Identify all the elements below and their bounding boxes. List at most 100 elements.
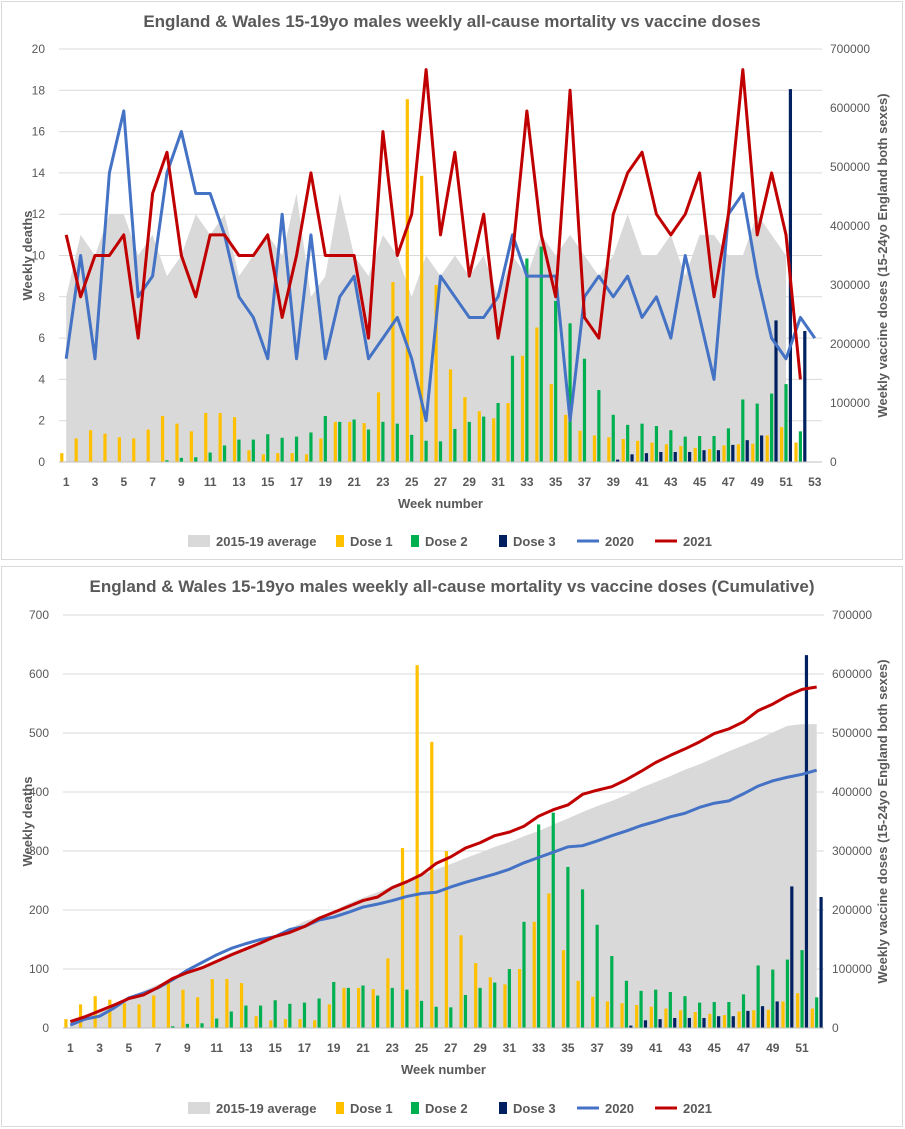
- bar-dose-2: [639, 990, 643, 1028]
- bar-dose-3: [616, 459, 620, 462]
- bar-dose-1: [678, 1010, 683, 1028]
- legend-swatch: [336, 1102, 344, 1114]
- bar-dose-1: [722, 445, 726, 462]
- bar-dose-1: [137, 1004, 141, 1028]
- bar-dose-1: [459, 935, 463, 1028]
- y-axis-title: Weekly deaths: [20, 210, 35, 300]
- bar-dose-2: [712, 436, 716, 462]
- legend-label: 2021: [683, 534, 712, 549]
- bar-dose-1: [88, 430, 93, 462]
- y-tick-label: 200: [29, 903, 49, 917]
- legend-label: 2020: [605, 534, 634, 549]
- y-tick-label: 700: [29, 608, 49, 622]
- bar-dose-1: [592, 435, 597, 462]
- bar-dose-1: [605, 1001, 609, 1028]
- x-tick-label: 35: [561, 1041, 575, 1055]
- y-tick-label: 4: [38, 372, 45, 386]
- bar-dose-1: [722, 1015, 727, 1028]
- bar-dose-2: [463, 994, 468, 1028]
- bar-dose-1: [196, 997, 200, 1028]
- bar-dose-3: [717, 1016, 721, 1028]
- series-line-2021: [64, 68, 802, 380]
- bar-dose-1: [189, 431, 193, 462]
- x-tick-label: 13: [239, 1041, 253, 1055]
- bar-dose-1: [333, 421, 337, 462]
- y-axis-title: Weekly deaths: [20, 776, 35, 866]
- y-tick-label: 100: [29, 962, 49, 976]
- bar-dose-1: [621, 438, 625, 462]
- bar-dose-2: [294, 436, 299, 462]
- bar-dose-2: [251, 439, 255, 462]
- bar-dose-1: [474, 963, 478, 1028]
- bar-dose-1: [444, 851, 449, 1028]
- bar-dose-2: [288, 1003, 292, 1028]
- bar-dose-1: [298, 1019, 302, 1028]
- bar-dose-1: [64, 1019, 68, 1028]
- y-tick-label: 600: [29, 667, 49, 681]
- x-axis-title: Week number: [398, 496, 483, 511]
- bar-dose-2: [366, 429, 371, 462]
- y2-tick-label: 500000: [830, 160, 870, 174]
- legend-label: 2015-19 average: [216, 1101, 316, 1116]
- bar-dose-2: [496, 403, 500, 462]
- bar-dose-1: [261, 454, 265, 462]
- bar-dose-2: [800, 950, 804, 1028]
- bar-dose-3: [745, 440, 749, 462]
- y-tick-label: 10: [32, 249, 46, 263]
- bar-dose-2: [165, 460, 169, 462]
- y2-tick-label: 100000: [830, 396, 870, 410]
- bar-dose-1: [693, 447, 697, 462]
- bar-dose-1: [420, 175, 424, 462]
- y2-tick-label: 300000: [830, 278, 870, 292]
- bar-dose-2: [712, 1002, 716, 1028]
- bar-dose-2: [798, 431, 803, 462]
- x-axis-title: Week number: [401, 1062, 486, 1077]
- bar-dose-1: [547, 893, 551, 1028]
- bar-dose-1: [532, 921, 536, 1028]
- bar-dose-2: [309, 432, 313, 462]
- bar-dose-1: [751, 443, 755, 462]
- bar-dose-3: [643, 1020, 648, 1028]
- bar-dose-2: [222, 445, 227, 462]
- bar-dose-2: [229, 1011, 233, 1028]
- bar-dose-1: [463, 397, 467, 462]
- bar-dose-3: [673, 451, 677, 462]
- bar-dose-2: [726, 428, 731, 462]
- bar-dose-2: [595, 924, 599, 1028]
- bar-dose-1: [679, 446, 683, 462]
- bar-dose-3: [760, 435, 764, 462]
- legend-label: Dose 1: [350, 534, 393, 549]
- bar-dose-1: [664, 444, 669, 462]
- x-tick-label: 45: [708, 1041, 722, 1055]
- bar-dose-2: [610, 956, 614, 1028]
- y2-tick-label: 400000: [830, 219, 870, 233]
- bar-dose-3: [687, 1017, 691, 1028]
- x-tick-label: 25: [415, 1041, 429, 1055]
- x-tick-label: 27: [434, 475, 448, 489]
- bar-dose-1: [357, 987, 361, 1028]
- x-tick-label: 43: [664, 475, 678, 489]
- bar-dose-2: [741, 994, 746, 1028]
- bar-dose-3: [688, 451, 692, 462]
- bar-dose-1: [794, 442, 798, 462]
- bar-dose-1: [210, 979, 214, 1028]
- bar-dose-1: [708, 449, 712, 462]
- bar-dose-2: [258, 1005, 263, 1028]
- bar-dose-1: [342, 987, 346, 1028]
- bar-dose-3: [775, 1001, 779, 1028]
- x-tick-label: 43: [678, 1041, 692, 1055]
- bar-dose-3: [644, 453, 649, 462]
- y2-tick-label: 100000: [832, 962, 872, 976]
- x-tick-label: 1: [67, 1041, 74, 1055]
- bar-dose-2: [171, 1026, 175, 1028]
- legend-label: Dose 2: [425, 534, 468, 549]
- x-tick-label: 3: [96, 1041, 103, 1055]
- bar-dose-2: [522, 921, 526, 1028]
- bar-dose-1: [766, 1009, 770, 1028]
- bar-dose-3: [760, 1006, 765, 1028]
- bar-dose-1: [520, 355, 525, 462]
- bar-dose-2: [770, 393, 774, 462]
- legend-swatch: [411, 535, 419, 547]
- legend-swatch: [411, 1102, 419, 1114]
- x-tick-label: 35: [549, 475, 563, 489]
